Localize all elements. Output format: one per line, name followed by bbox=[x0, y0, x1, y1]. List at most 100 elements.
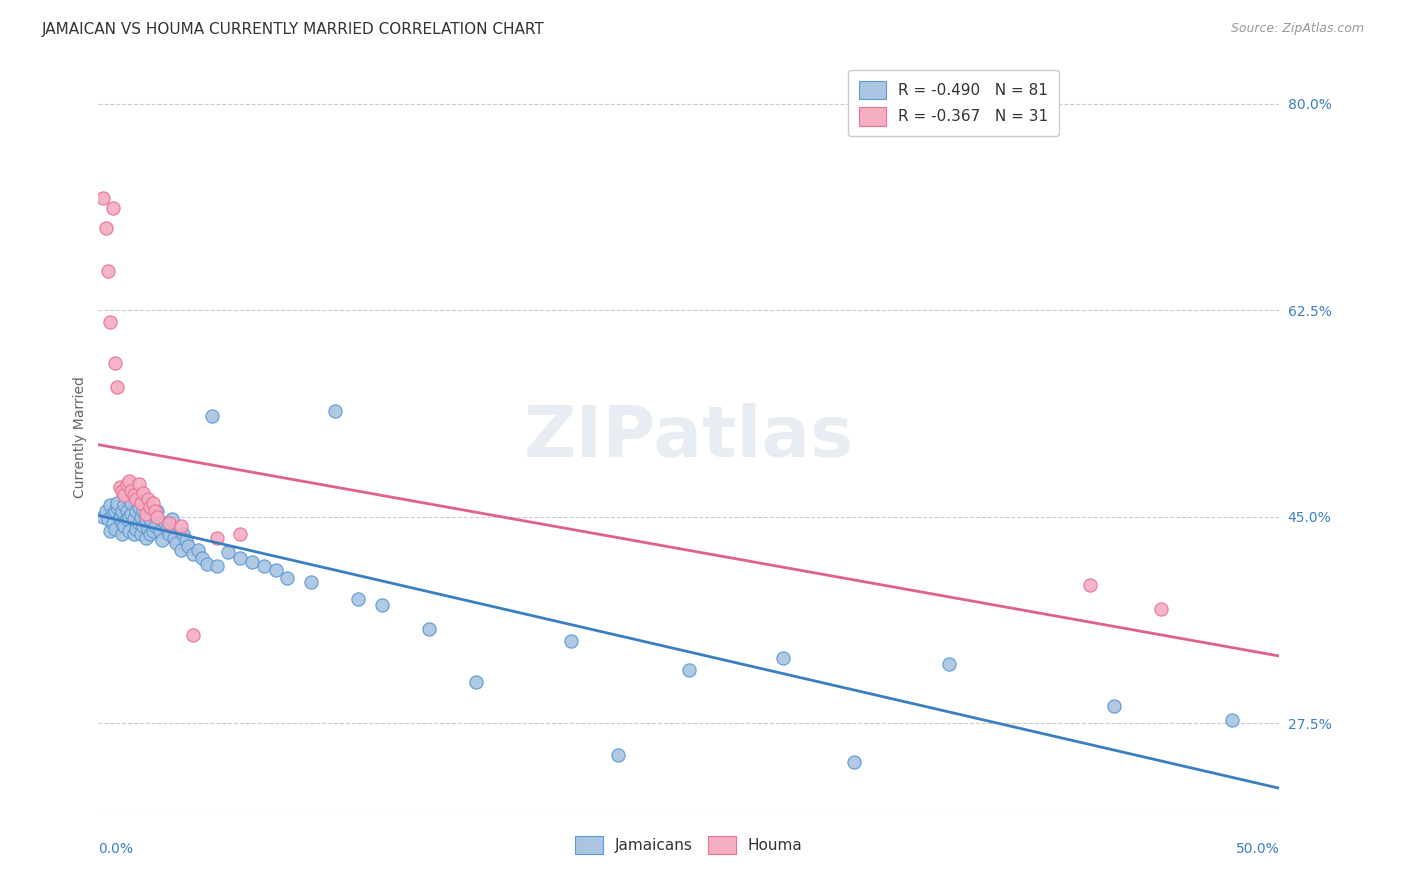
Point bbox=[1220, 713, 1243, 727]
Point bbox=[187, 542, 209, 557]
Point bbox=[240, 555, 263, 569]
Text: 50.0%: 50.0% bbox=[1236, 842, 1279, 856]
Point bbox=[94, 504, 117, 518]
Point bbox=[163, 531, 186, 545]
Point bbox=[678, 663, 700, 677]
Text: JAMAICAN VS HOUMA CURRENTLY MARRIED CORRELATION CHART: JAMAICAN VS HOUMA CURRENTLY MARRIED CORR… bbox=[42, 22, 546, 37]
Point bbox=[125, 504, 148, 518]
Point bbox=[607, 748, 630, 763]
Point bbox=[418, 622, 440, 636]
Point bbox=[135, 508, 157, 522]
Point bbox=[844, 755, 866, 769]
Point bbox=[347, 592, 370, 607]
Point bbox=[104, 356, 127, 370]
Point bbox=[276, 571, 298, 585]
Point bbox=[132, 504, 155, 518]
Point bbox=[205, 531, 228, 545]
Point bbox=[132, 519, 155, 533]
Point bbox=[1150, 601, 1173, 615]
Point bbox=[149, 524, 172, 538]
Point bbox=[135, 512, 157, 526]
Point bbox=[560, 633, 582, 648]
Point bbox=[136, 522, 159, 536]
Point bbox=[108, 509, 131, 524]
Point bbox=[125, 522, 148, 536]
Point bbox=[111, 504, 134, 518]
Point bbox=[94, 220, 117, 235]
Point bbox=[101, 201, 124, 215]
Point bbox=[253, 559, 276, 574]
Point bbox=[174, 533, 197, 548]
Point bbox=[264, 563, 287, 577]
Point bbox=[111, 527, 134, 541]
Point bbox=[177, 539, 200, 553]
Point bbox=[128, 516, 150, 530]
Point bbox=[112, 488, 135, 502]
Text: Source: ZipAtlas.com: Source: ZipAtlas.com bbox=[1230, 22, 1364, 36]
Point bbox=[142, 495, 165, 509]
Point bbox=[122, 512, 145, 526]
Point bbox=[146, 504, 169, 518]
Legend: Jamaicans, Houma: Jamaicans, Houma bbox=[569, 830, 808, 860]
Point bbox=[323, 403, 346, 417]
Point bbox=[112, 519, 135, 533]
Point bbox=[142, 524, 165, 538]
Point bbox=[98, 315, 121, 329]
Point bbox=[156, 522, 179, 536]
Point bbox=[115, 476, 138, 491]
Point bbox=[938, 657, 960, 672]
Point bbox=[299, 574, 322, 589]
Point bbox=[128, 500, 150, 515]
Point bbox=[115, 512, 138, 526]
Point bbox=[112, 498, 135, 512]
Point bbox=[121, 508, 143, 522]
Point bbox=[170, 542, 193, 557]
Point bbox=[91, 191, 114, 205]
Point bbox=[104, 504, 127, 518]
Point bbox=[157, 527, 180, 541]
Point bbox=[105, 500, 128, 515]
Point bbox=[153, 516, 176, 530]
Point bbox=[136, 491, 159, 506]
Point bbox=[772, 651, 794, 665]
Point bbox=[129, 495, 152, 509]
Point bbox=[98, 498, 121, 512]
Point bbox=[1080, 578, 1102, 592]
Point bbox=[125, 491, 148, 506]
Point bbox=[146, 509, 169, 524]
Point bbox=[108, 512, 131, 526]
Point bbox=[465, 674, 488, 689]
Point bbox=[101, 516, 124, 530]
Point bbox=[111, 516, 134, 530]
Point bbox=[118, 475, 141, 489]
Point bbox=[122, 488, 145, 502]
Point bbox=[129, 527, 152, 541]
Point bbox=[101, 508, 124, 522]
Point bbox=[195, 557, 218, 571]
Point bbox=[143, 519, 166, 533]
Point bbox=[1102, 698, 1125, 713]
Point bbox=[97, 264, 120, 278]
Text: 0.0%: 0.0% bbox=[98, 842, 134, 856]
Point bbox=[121, 495, 143, 509]
Point bbox=[105, 380, 128, 394]
Point bbox=[160, 512, 183, 526]
Point bbox=[111, 483, 134, 498]
Point bbox=[181, 628, 204, 642]
Point bbox=[201, 409, 224, 424]
Point bbox=[157, 516, 180, 530]
Point bbox=[139, 500, 162, 515]
Point bbox=[98, 524, 121, 538]
Y-axis label: Currently Married: Currently Married bbox=[73, 376, 87, 498]
Text: ZIPatlas: ZIPatlas bbox=[524, 402, 853, 472]
Point bbox=[91, 509, 114, 524]
Point bbox=[118, 509, 141, 524]
Point bbox=[135, 531, 157, 545]
Point bbox=[229, 527, 252, 541]
Point bbox=[105, 495, 128, 509]
Point bbox=[97, 512, 120, 526]
Point bbox=[118, 524, 141, 538]
Point bbox=[165, 535, 187, 549]
Point bbox=[181, 548, 204, 562]
Point bbox=[129, 509, 152, 524]
